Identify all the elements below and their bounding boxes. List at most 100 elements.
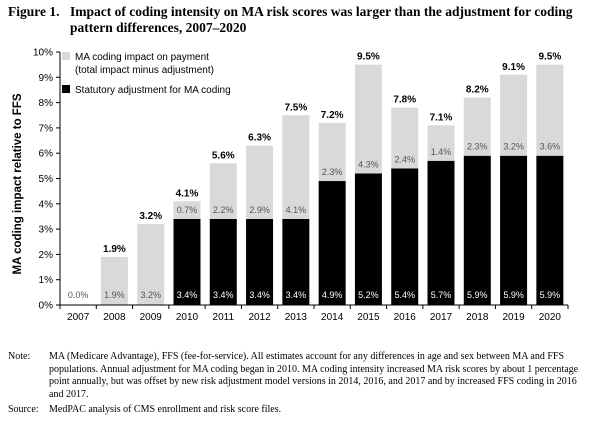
x-tick-label: 2020: [539, 312, 562, 323]
chart-note: Note: MA (Medicare Advantage), FFS (fee-…: [8, 351, 586, 401]
bar-coding-impact: [282, 115, 310, 219]
bar-coding-impact: [173, 201, 201, 219]
bar-coding-impact: [536, 64, 564, 156]
y-tick-label: 9%: [39, 73, 54, 84]
data-label-adjustment: 5.2%: [358, 290, 379, 300]
note-label: Note:: [8, 351, 31, 362]
legend-label-impact-line2: (total impact minus adjustment): [75, 65, 214, 76]
y-tick-label: 3%: [39, 225, 54, 236]
x-tick-label: 2008: [103, 312, 126, 323]
bar-statutory-adjustment: [246, 218, 274, 305]
data-label-impact: 0.7%: [177, 205, 198, 215]
bar-statutory-adjustment: [318, 181, 346, 305]
data-label-impact: 4.3%: [358, 159, 379, 169]
y-axis-title: MA coding impact relative to FFS: [12, 93, 24, 274]
y-tick-label: 7%: [39, 123, 54, 134]
bar-coding-impact: [354, 64, 382, 174]
data-label-impact: 3.2%: [140, 290, 161, 300]
y-tick-label: 0%: [39, 301, 54, 312]
data-label-total: 7.2%: [321, 110, 344, 121]
data-label-adjustment: 5.4%: [394, 290, 415, 300]
data-label-total: 7.1%: [430, 112, 453, 123]
data-label-impact: 1.9%: [104, 290, 125, 300]
bar-coding-impact: [427, 125, 455, 161]
bar-statutory-adjustment: [427, 160, 455, 305]
figure-label: Figure 1.: [8, 4, 60, 19]
y-tick-label: 4%: [39, 199, 54, 210]
bar-coding-impact: [246, 145, 274, 219]
y-axis: 0% 1% 2% 3% 4% 5% 6% 7% 8% 9% 10%: [33, 48, 61, 312]
bars: 0.0% 1.9% 1.9% 3.2% 3.2% 3.4% 0.7% 4.1% 3.4% 2.2%…: [68, 52, 564, 305]
data-label-total: 1.9%: [103, 244, 126, 255]
bar-statutory-adjustment: [354, 173, 382, 305]
data-label-adjustment: 4.9%: [322, 290, 343, 300]
data-label-total: 7.8%: [393, 95, 416, 106]
data-label-total: 5.6%: [212, 150, 235, 161]
data-label-adjustment: 5.7%: [431, 290, 452, 300]
bar-coding-impact: [463, 97, 491, 156]
x-tick-label: 2009: [140, 312, 163, 323]
data-label-adjustment: 5.9%: [540, 290, 561, 300]
bar-statutory-adjustment: [391, 168, 419, 305]
x-tick-label: 2015: [357, 312, 380, 323]
data-label-impact: 0.0%: [68, 290, 89, 300]
legend: MA coding impact on payment (total impac…: [62, 52, 231, 96]
x-tick-label: 2014: [321, 312, 344, 323]
y-tick-label: 8%: [39, 98, 54, 109]
x-tick-label: 2011: [213, 312, 235, 323]
x-tick-label: 2019: [502, 312, 525, 323]
bar-coding-impact: [500, 74, 528, 156]
bar-coding-impact: [391, 107, 419, 169]
x-tick-label: 2016: [394, 312, 417, 323]
data-label-impact: 4.1%: [286, 205, 307, 215]
bar-coding-impact: [100, 256, 128, 305]
data-label-impact: 3.2%: [503, 142, 524, 152]
data-label-total: 8.2%: [466, 85, 489, 96]
chart-source: Source: MedPAC analysis of CMS enrollmen…: [8, 404, 586, 417]
y-tick-label: 2%: [39, 250, 54, 261]
data-label-impact: 2.9%: [249, 205, 270, 215]
source-label: Source:: [8, 404, 39, 415]
x-axis: 2007 2008 2009 2010 2011 2012 2013 2014 2015 2016…: [59, 304, 569, 323]
data-label-adjustment: 3.4%: [213, 290, 234, 300]
bar-coding-impact: [209, 163, 237, 219]
data-label-adjustment: 5.9%: [503, 290, 524, 300]
bar-coding-impact: [318, 122, 346, 182]
data-label-adjustment: 3.4%: [249, 290, 270, 300]
x-tick-label: 2010: [176, 312, 199, 323]
bar-statutory-adjustment: [463, 155, 491, 305]
data-label-total: 9.5%: [357, 52, 380, 63]
data-label-adjustment: 3.4%: [177, 290, 198, 300]
legend-swatch-adjustment: [62, 85, 70, 93]
x-tick-label: 2012: [248, 312, 271, 323]
bar-statutory-adjustment: [500, 155, 528, 305]
x-tick-label: 2018: [466, 312, 489, 323]
bar-statutory-adjustment: [282, 218, 310, 305]
stacked-bar-chart: MA coding impact relative to FFS 0% 1% 2% 3…: [12, 48, 569, 323]
data-label-impact: 2.4%: [394, 154, 415, 164]
data-label-total: 6.3%: [248, 133, 271, 144]
y-tick-label: 6%: [39, 149, 54, 160]
bar-statutory-adjustment: [536, 155, 564, 305]
source-text: MedPAC analysis of CMS enrollment and ri…: [49, 404, 282, 415]
figure-title: Figure 1. Impact of coding intensity on M…: [8, 4, 586, 36]
x-tick-label: 2007: [67, 312, 90, 323]
data-label-total: 9.1%: [502, 62, 525, 73]
data-label-adjustment: 3.4%: [286, 290, 307, 300]
x-tick-label: 2017: [430, 312, 453, 323]
y-tick-label: 1%: [39, 275, 54, 286]
legend-label-adjustment: Statutory adjustment for MA coding: [75, 85, 231, 96]
y-tick-label: 10%: [33, 48, 53, 59]
data-label-impact: 3.6%: [540, 142, 561, 152]
y-axis-title-text: MA coding impact relative to FFS: [12, 93, 24, 274]
bar-coding-impact: [137, 224, 165, 305]
bar-statutory-adjustment: [209, 218, 237, 305]
data-label-total: 4.1%: [176, 188, 199, 199]
legend-swatch-impact: [62, 52, 70, 60]
data-label-adjustment: 5.9%: [467, 290, 488, 300]
data-label-impact: 1.4%: [431, 147, 452, 157]
data-label-total: 7.5%: [284, 102, 307, 113]
data-label-impact: 2.3%: [467, 142, 488, 152]
y-tick-label: 5%: [39, 174, 54, 185]
figure-title-text: Impact of coding intensity on MA risk sc…: [70, 4, 573, 35]
